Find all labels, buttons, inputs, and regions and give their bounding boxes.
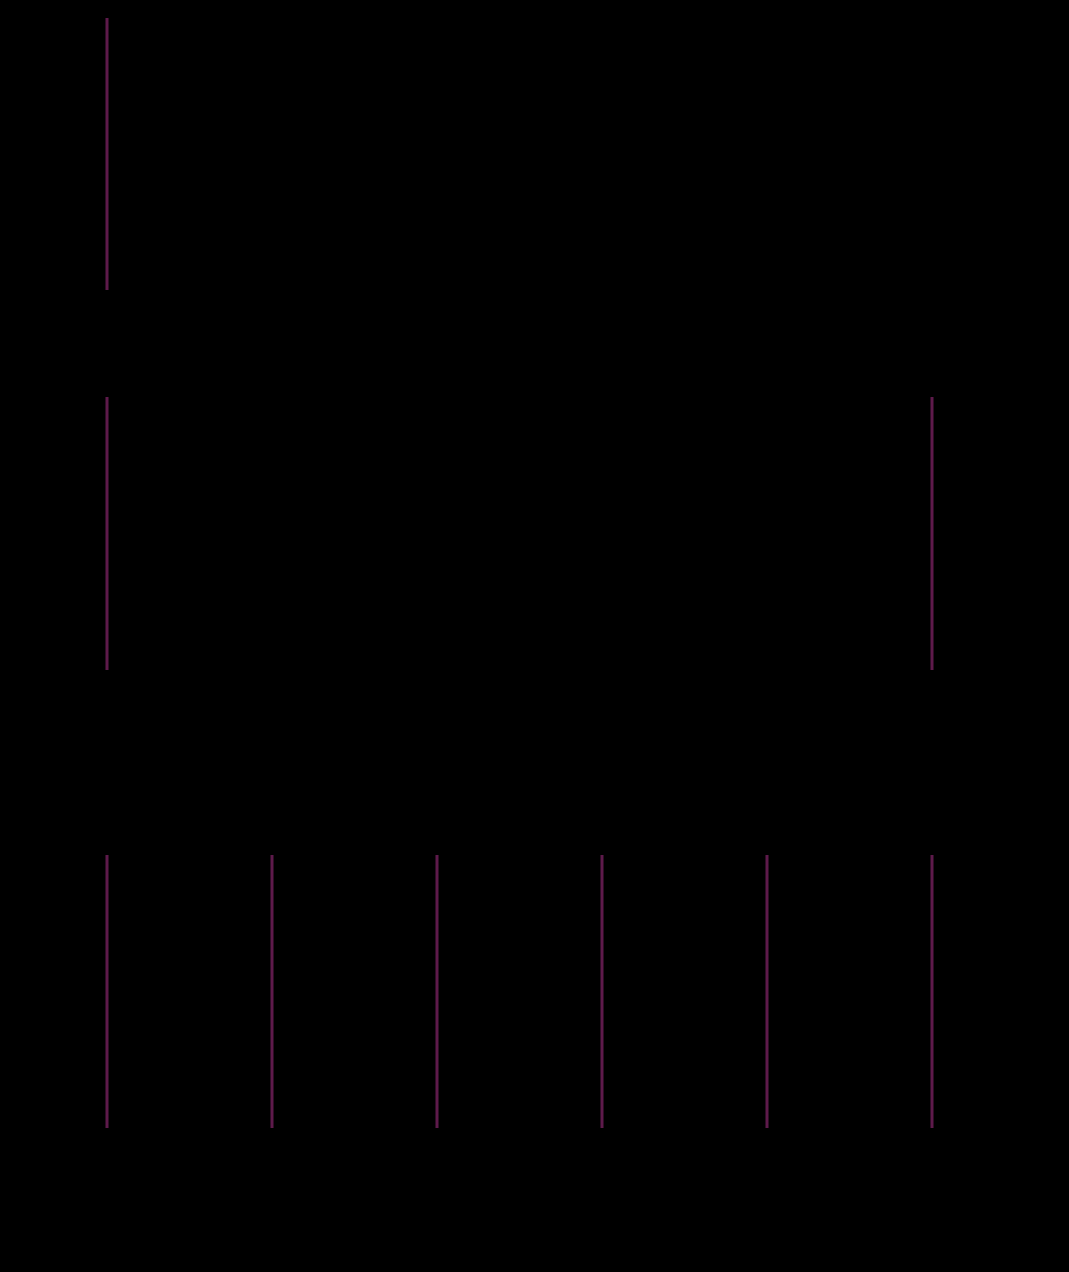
background bbox=[0, 0, 1069, 1272]
line-diagram bbox=[0, 0, 1069, 1272]
